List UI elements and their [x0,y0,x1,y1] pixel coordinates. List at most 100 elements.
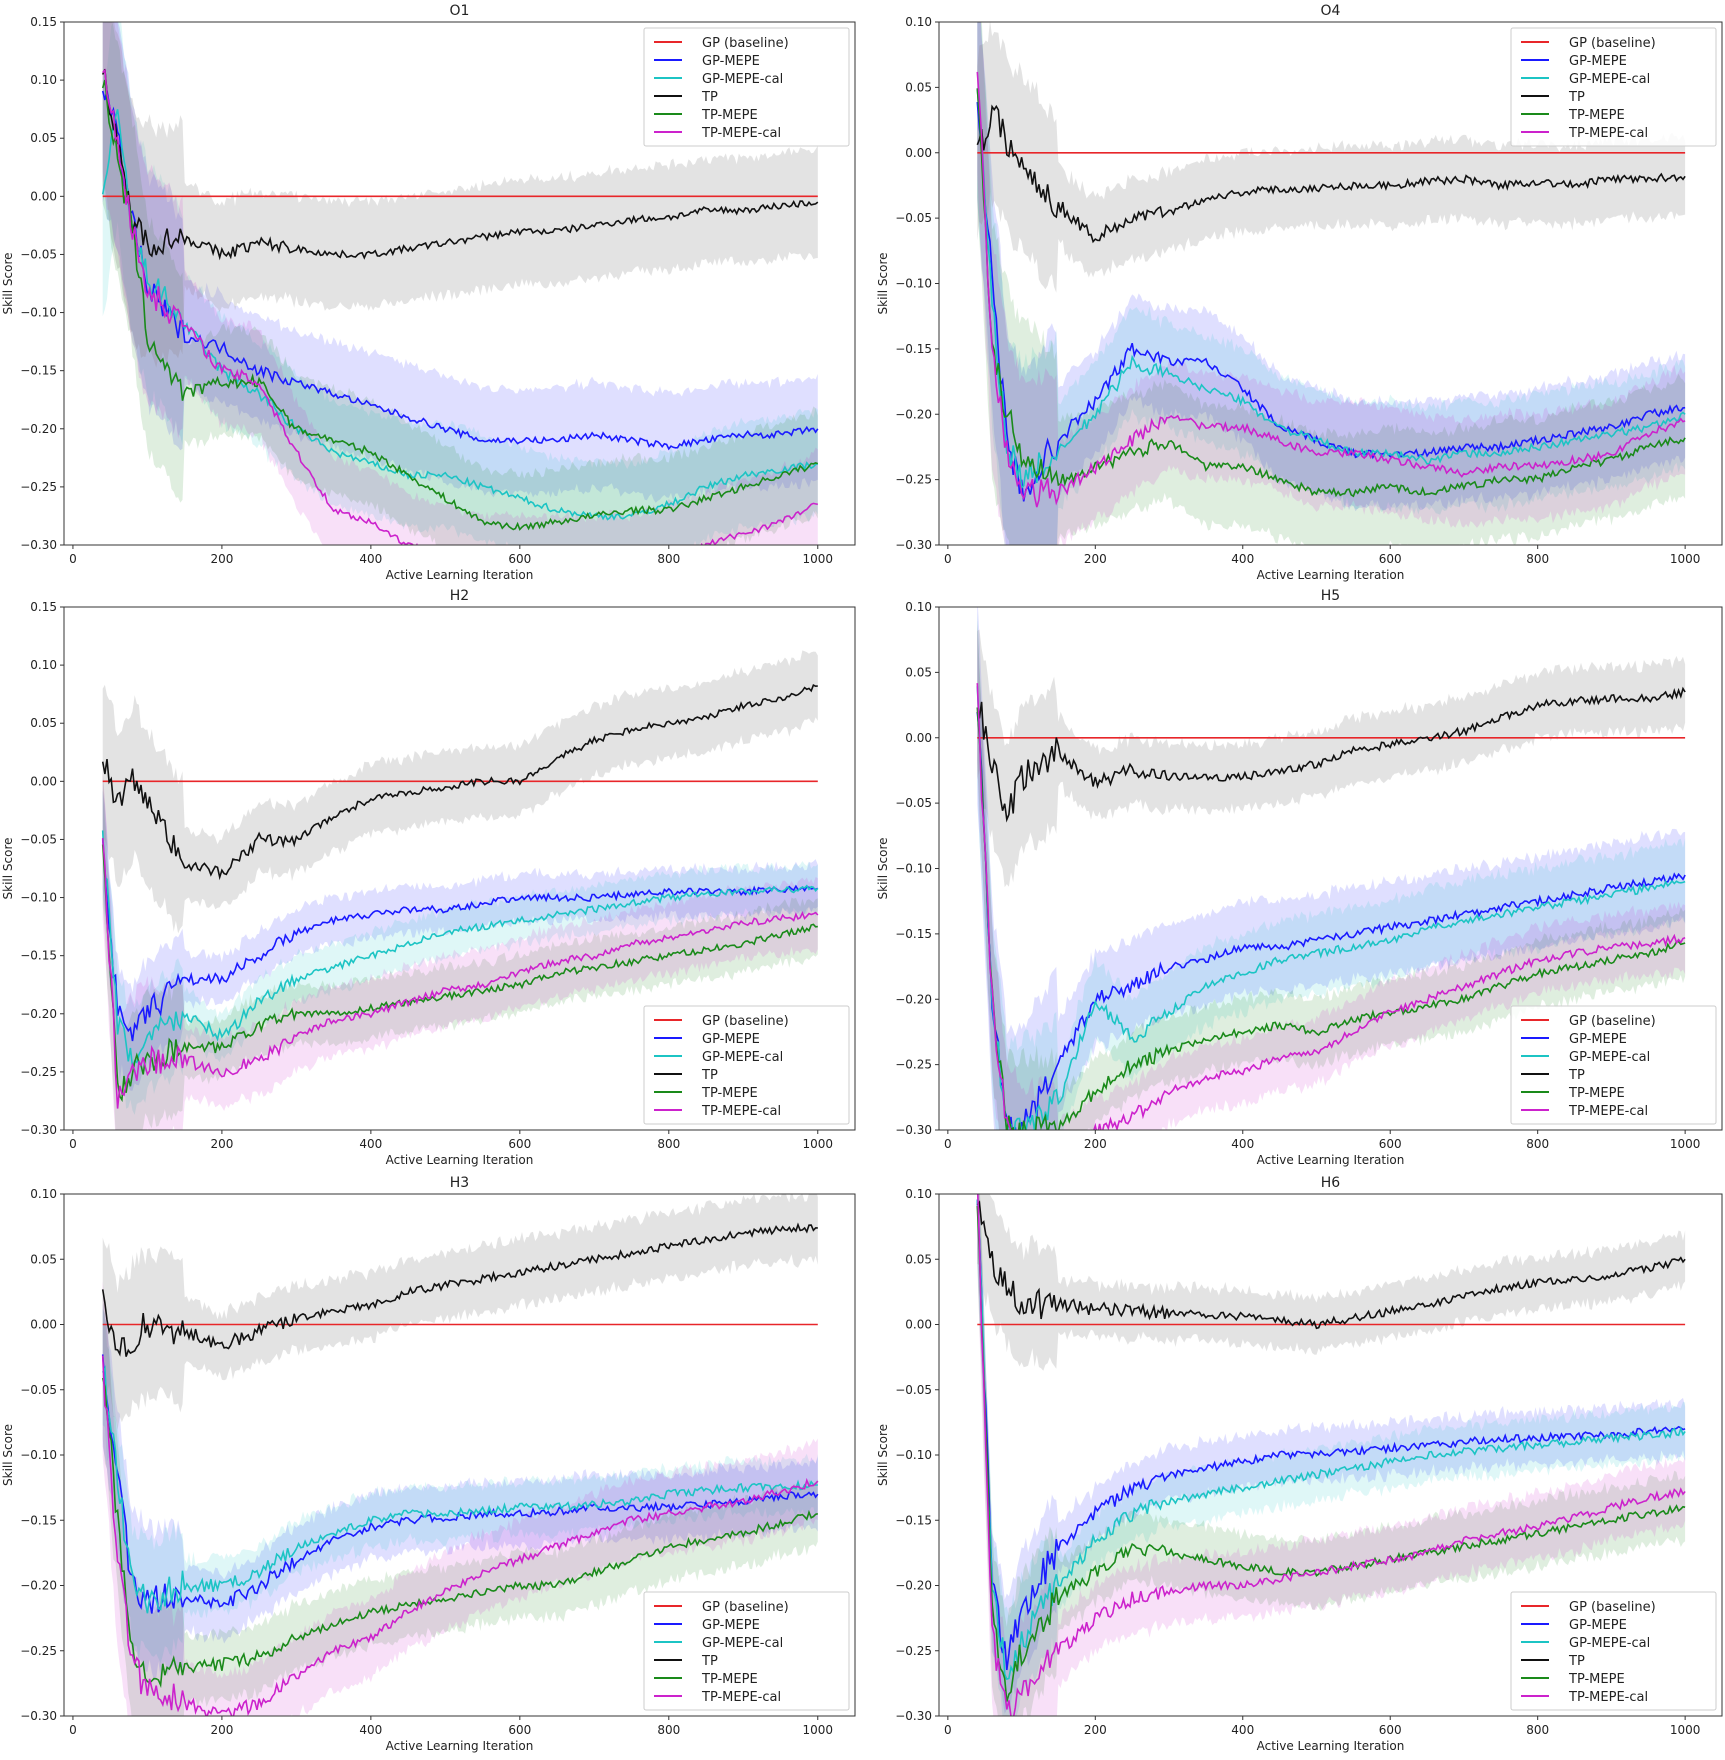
x-tick-label: 600 [508,1723,531,1737]
y-tick-label: −0.20 [20,1007,57,1021]
y-tick-label: −0.05 [895,1383,932,1397]
y-tick-label: −0.10 [895,277,932,291]
legend-label: TP-MEPE-cal [701,1690,781,1705]
x-tick-label: 400 [359,1723,382,1737]
legend-label: GP-MEPE-cal [702,1636,783,1651]
x-axis-label: Active Learning Iteration [386,568,534,582]
x-tick-label: 200 [1084,1723,1107,1737]
legend-label: TP-MEPE-cal [701,1104,781,1119]
x-tick-label: 200 [1084,552,1107,566]
y-tick-label: −0.30 [20,538,57,552]
y-tick-label: 0.05 [30,716,57,730]
subplot-h6: 0 200 400 600 800 1000 0.10 0.05 0.00 −0.05 −0.10 −… [876,1175,1723,1753]
x-tick-label: 0 [944,1137,952,1151]
y-tick-label: −0.25 [20,1065,57,1079]
x-axis-label: Active Learning Iteration [386,1153,534,1167]
subplot-title: H3 [450,1175,469,1191]
x-axis-label: Active Learning Iteration [1257,1739,1405,1753]
y-tick-label: 0.00 [30,1318,57,1332]
line-tp-mepe [101,79,819,531]
x-tick-label: 400 [1231,552,1254,566]
y-tick-label: −0.25 [895,1058,932,1072]
band-tp-mepe-cal [977,625,1686,1130]
line-tp-mepe [101,1377,819,1689]
line-tp-mepe [976,707,1686,1130]
x-tick-label: 800 [1526,552,1549,566]
y-tick-label: 0.05 [30,131,57,145]
y-tick-label: −0.15 [895,342,932,356]
x-tick-label: 200 [210,1137,233,1151]
y-tick-label: −0.30 [895,1123,932,1137]
legend-label: TP [1568,1068,1585,1083]
legend-box [1510,27,1717,147]
subplot-o4: 0 200 400 600 800 1000 0.10 0.05 0.00 −0.05 −0.10 −… [876,3,1723,582]
subplot-h5: 0 200 400 600 800 1000 0.10 0.05 0.00 −0.05 −0.10 −… [876,588,1723,1167]
x-tick-label: 600 [508,1137,531,1151]
x-tick-label: 0 [69,1723,77,1737]
legend-label: GP (baseline) [702,1014,789,1029]
y-tick-label: −0.05 [20,1383,57,1397]
line-tp-mepe-cal [102,68,818,545]
y-tick-label: −0.20 [895,992,932,1006]
x-tick-label: 800 [657,1723,680,1737]
legend-box [1510,1591,1717,1711]
y-tick-label: 0.10 [905,600,932,614]
y-tick-label: 0.10 [30,73,57,87]
y-tick-label: −0.15 [20,364,57,378]
subplot-title: H2 [450,588,469,604]
legend-label: GP-MEPE-cal [702,72,783,87]
y-tick-label: −0.10 [20,891,57,905]
band-tp-mepe-cal [102,1281,818,1716]
band-tp [102,22,818,368]
legend-label: TP-MEPE [1568,108,1625,123]
line-tp [976,686,1686,823]
x-axis-label: Active Learning Iteration [1257,568,1405,582]
x-tick-label: 200 [1084,1137,1107,1151]
y-tick-label: −0.10 [20,306,57,320]
y-tick-label: −0.30 [895,1709,932,1723]
line-tp-mepe-cal [976,1194,1686,1716]
x-tick-label: 1000 [1670,1137,1701,1151]
legend: GP (baseline) GP-MEPE GP-MEPE-cal TP TP-MEPE… [643,27,850,147]
plot-area [976,1194,1686,1716]
x-tick-label: 800 [657,552,680,566]
legend-label: TP-MEPE-cal [701,126,781,141]
y-axis-label: Skill Score [1,1424,15,1486]
axes-frame [63,21,856,546]
legend-label: TP-MEPE-cal [1568,126,1648,141]
y-tick-label: −0.20 [20,1579,57,1593]
y-tick-label: 0.10 [30,658,57,672]
y-tick-label: −0.30 [895,538,932,552]
legend-label: TP [701,90,718,105]
band-gp-mepe [102,1303,818,1681]
x-tick-label: 400 [359,1137,382,1151]
y-tick-label: −0.05 [895,211,932,225]
legend-label: TP [701,1068,718,1083]
x-tick-label: 600 [1379,1137,1402,1151]
x-tick-label: 0 [944,552,952,566]
band-tp-mepe [977,22,1686,545]
legend-label: TP [701,1654,718,1669]
y-tick-label: 0.15 [30,600,57,614]
y-tick-label: 0.05 [905,80,932,94]
band-tp-mepe [977,1194,1686,1716]
legend-box [643,27,850,147]
y-tick-label: 0.05 [30,1252,57,1266]
legend-label: GP (baseline) [1569,1014,1656,1029]
subplot-h2: 0 200 400 600 800 1000 0.15 0.10 0.05 0.00 −0.05 −0… [1,588,856,1167]
x-tick-label: 1000 [1670,552,1701,566]
line-tp [976,104,1686,244]
line-gp-mepe-cal [976,88,1686,490]
plot-area [976,607,1686,1130]
legend-label: GP (baseline) [1569,36,1656,51]
x-tick-label: 200 [210,552,233,566]
axes-frame [63,606,856,1131]
y-tick-label: −0.25 [895,1644,932,1658]
y-tick-label: 0.15 [30,15,57,29]
y-tick-label: −0.20 [20,422,57,436]
y-tick-label: 0.05 [905,665,932,679]
y-tick-label: 0.00 [905,1318,932,1332]
y-tick-label: −0.25 [895,473,932,487]
legend-label: TP-MEPE [701,1086,758,1101]
band-gp-mepe [102,22,818,503]
